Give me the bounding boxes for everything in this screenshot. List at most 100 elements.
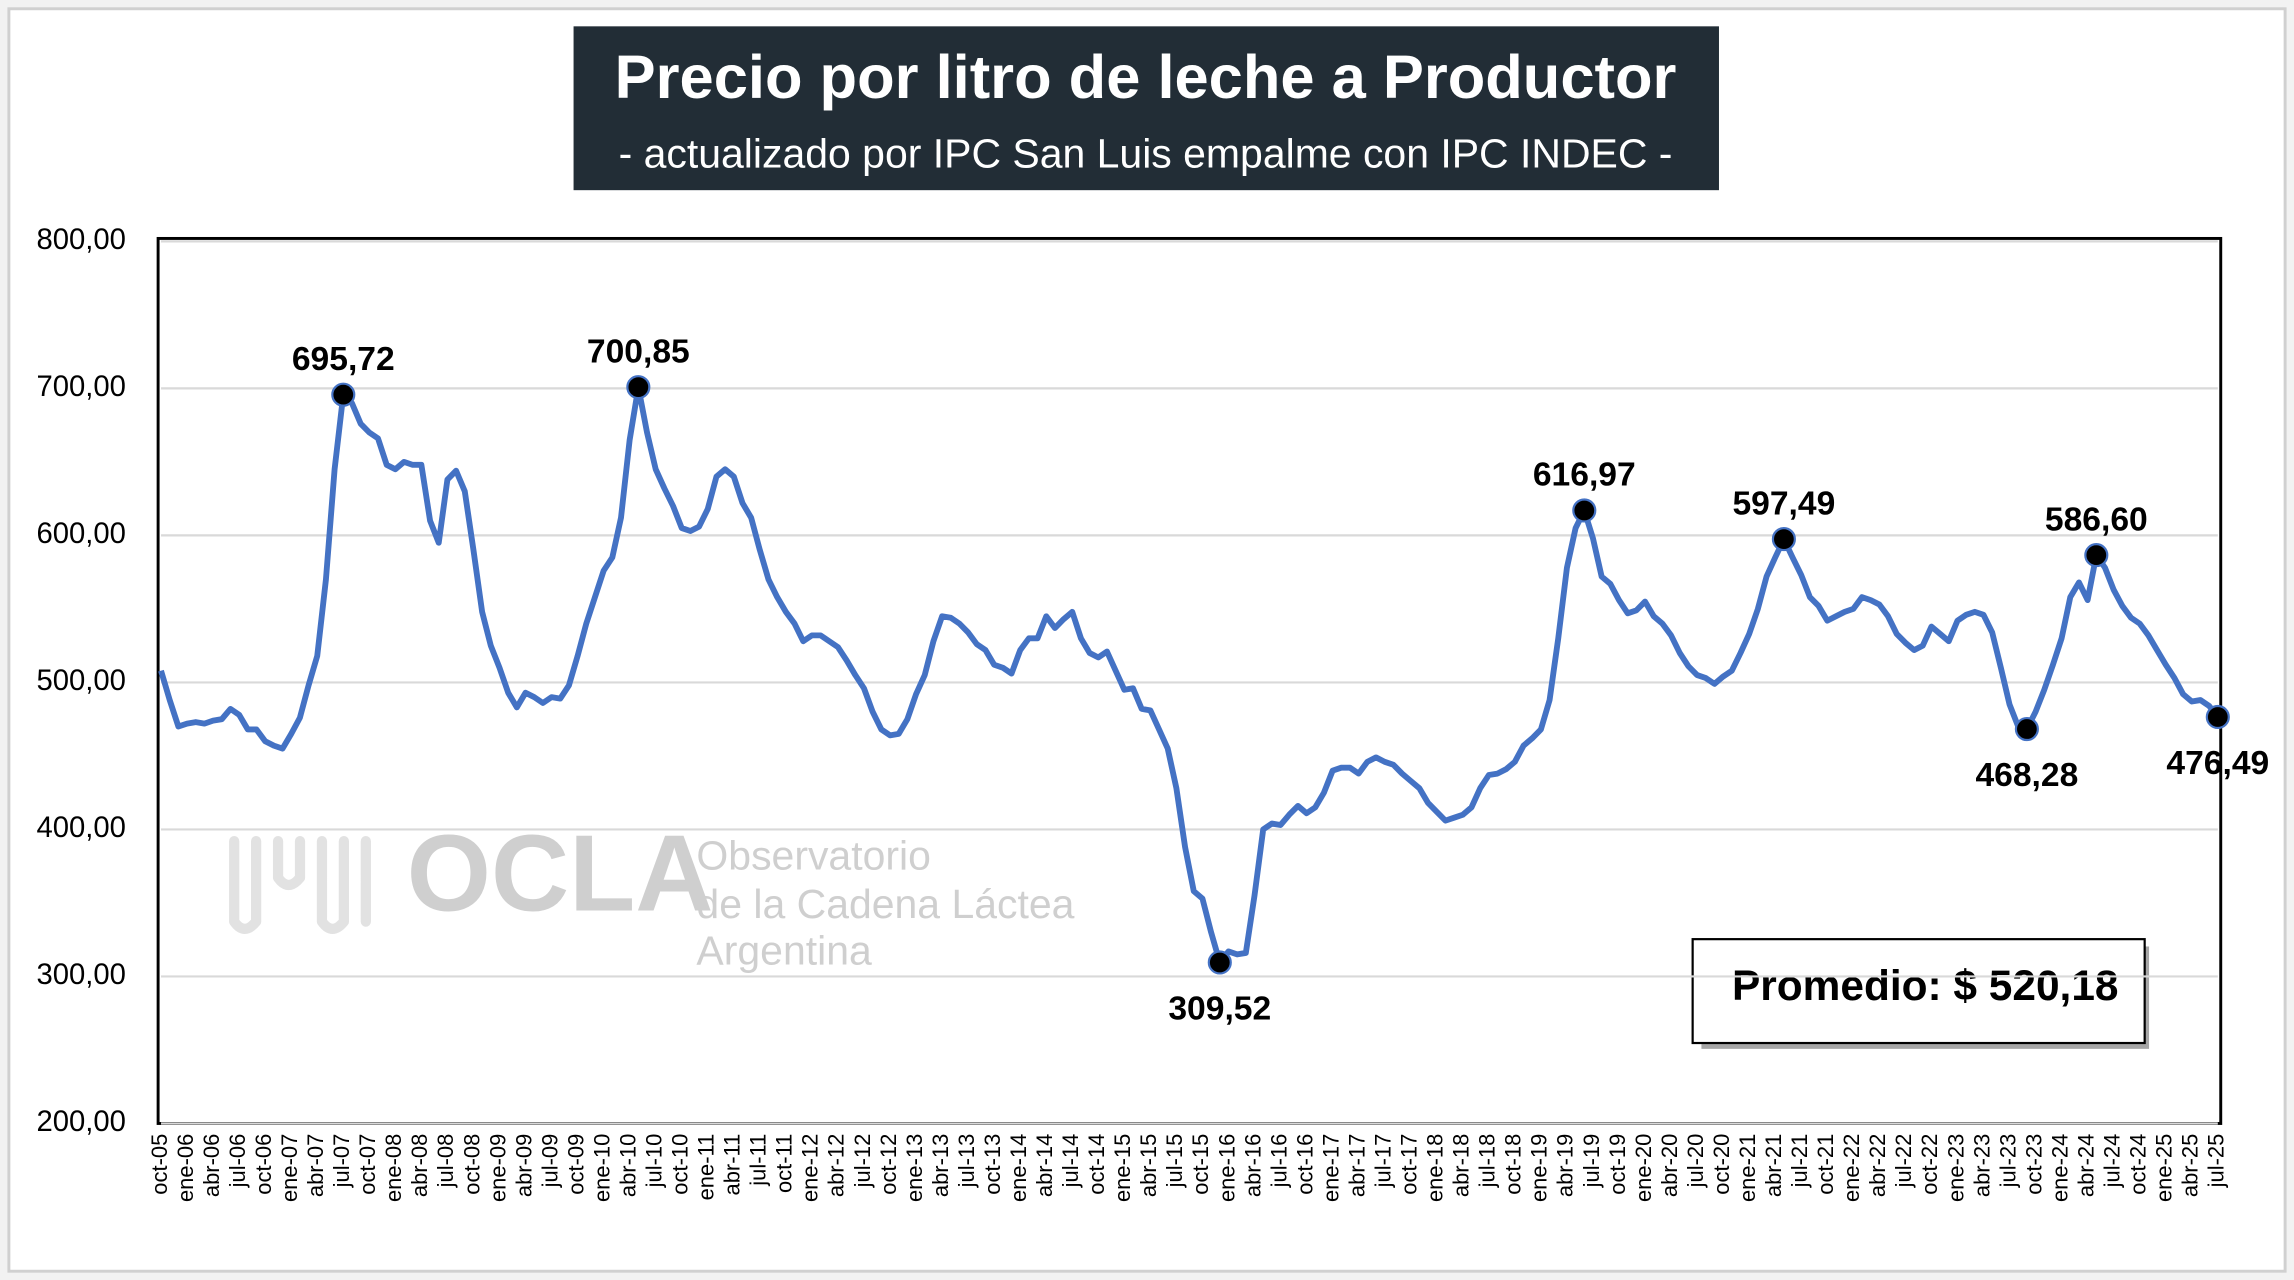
x-tick-label: ene-11 — [694, 1134, 719, 1201]
x-tick-label: jul-20 — [1683, 1134, 1708, 1189]
data-line — [158, 384, 2221, 966]
x-tick-label: abr-16 — [1240, 1134, 1265, 1197]
data-point — [1771, 527, 1796, 552]
x-tick-label: jul-14 — [1058, 1134, 1083, 1189]
x-tick-label: abr-24 — [2073, 1134, 2098, 1197]
x-tick-label: jul-13 — [954, 1134, 979, 1189]
data-label: 309,52 — [1168, 991, 1271, 1028]
x-tick-label: oct-05 — [147, 1134, 172, 1195]
x-tick-label: abr-08 — [407, 1134, 432, 1197]
x-tick-label: ene-22 — [1839, 1134, 1864, 1202]
x-tick-label: jul-24 — [2099, 1134, 2124, 1189]
chart-subtitle: - actualizado por IPC San Luis empalme c… — [619, 130, 1673, 176]
x-tick-label: abr-17 — [1344, 1134, 1369, 1197]
x-tick-label: ene-17 — [1318, 1134, 1343, 1202]
watermark-text: Observatorio — [696, 833, 930, 879]
x-tick-label: ene-16 — [1214, 1134, 1239, 1202]
x-tick-label: jul-17 — [1370, 1134, 1395, 1189]
x-tick-label: jul-09 — [537, 1134, 562, 1189]
x-tick-label: abr-15 — [1136, 1134, 1161, 1197]
data-label: 597,49 — [1732, 485, 1835, 522]
x-tick-label: ene-20 — [1631, 1134, 1656, 1202]
x-tick-label: oct-19 — [1605, 1134, 1630, 1195]
x-tick-label: ene-06 — [173, 1134, 198, 1202]
x-tick-label: oct-23 — [2021, 1134, 2046, 1195]
x-tick-label: oct-22 — [1917, 1134, 1942, 1195]
x-tick-label: abr-18 — [1449, 1134, 1474, 1197]
x-tick-label: oct-14 — [1084, 1134, 1109, 1195]
x-tick-label: ene-24 — [2047, 1134, 2072, 1202]
x-tick-label: abr-13 — [928, 1134, 953, 1197]
watermark-text: de la Cadena Láctea — [696, 881, 1074, 927]
note-box — [1691, 938, 2146, 1045]
x-tick-label: abr-09 — [511, 1134, 536, 1197]
data-point — [2014, 716, 2039, 742]
x-tick-label: abr-21 — [1761, 1134, 1786, 1197]
x-tick-label: abr-06 — [199, 1134, 224, 1197]
watermark-text: Argentina — [696, 928, 872, 974]
data-point — [1572, 498, 1597, 523]
x-tick-label: ene-21 — [1735, 1134, 1760, 1202]
x-tick-label: jul-18 — [1475, 1134, 1500, 1189]
data-point — [331, 382, 356, 407]
x-tick-label: oct-15 — [1188, 1134, 1213, 1195]
title-box — [573, 26, 1719, 191]
x-tick-label: abr-07 — [303, 1134, 328, 1197]
x-tick-label: jul-08 — [433, 1134, 458, 1189]
x-tick-label: abr-19 — [1553, 1134, 1578, 1197]
x-tick-label: ene-14 — [1006, 1134, 1031, 1202]
x-tick-label: jul-25 — [2204, 1134, 2229, 1189]
x-tick-label: jul-15 — [1162, 1134, 1187, 1189]
x-tick-label: ene-09 — [485, 1134, 510, 1202]
x-tick-label: jul-10 — [641, 1134, 666, 1189]
x-tick-label: oct-20 — [1709, 1134, 1734, 1195]
average-note: Promedio: $ 520,18 — [1732, 962, 2119, 1009]
data-point — [2084, 543, 2109, 568]
y-tick-label: 200,00 — [36, 1106, 125, 1138]
data-point — [1207, 950, 1232, 975]
x-tick-label: jul-21 — [1787, 1134, 1812, 1189]
x-tick-label: ene-13 — [902, 1134, 927, 1202]
x-tick-label: oct-17 — [1397, 1134, 1422, 1195]
x-tick-label: abr-25 — [2178, 1134, 2203, 1197]
x-tick-label: abr-22 — [1865, 1134, 1890, 1197]
y-tick-label: 500,00 — [36, 665, 125, 697]
x-tick-label: ene-08 — [381, 1134, 406, 1202]
data-label: 476,49 — [2166, 745, 2269, 782]
x-tick-label: abr-12 — [824, 1134, 849, 1197]
x-tick-label: jul-19 — [1579, 1134, 1604, 1189]
x-tick-label: oct-13 — [980, 1134, 1005, 1195]
x-tick-label: abr-20 — [1657, 1134, 1682, 1197]
x-tick-label: ene-10 — [589, 1134, 614, 1202]
data-point — [626, 375, 651, 400]
x-tick-label: jul-12 — [850, 1134, 875, 1189]
x-tick-label: ene-07 — [277, 1134, 302, 1202]
x-tick-label: jul-23 — [1995, 1134, 2020, 1189]
x-tick-label: ene-18 — [1423, 1134, 1448, 1202]
x-tick-label: ene-23 — [1943, 1134, 1968, 1202]
watermark-text: OCLA — [407, 813, 714, 934]
x-tick-label: oct-10 — [668, 1134, 693, 1195]
x-tick-label: oct-12 — [876, 1134, 901, 1195]
x-tick-label: oct-24 — [2126, 1134, 2151, 1195]
watermark-logo — [229, 836, 371, 934]
x-tick-label: ene-25 — [2152, 1134, 2177, 1202]
x-tick-label: abr-11 — [720, 1134, 745, 1196]
data-label: 695,72 — [292, 341, 395, 378]
x-tick-label: oct-21 — [1813, 1134, 1838, 1195]
x-tick-label: abr-14 — [1032, 1134, 1057, 1197]
x-tick-label: jul-07 — [329, 1134, 354, 1189]
data-point — [2205, 704, 2230, 730]
y-tick-label: 400,00 — [36, 812, 125, 844]
y-tick-label: 700,00 — [36, 371, 125, 403]
x-tick-label: oct-09 — [563, 1134, 588, 1195]
x-tick-label: oct-18 — [1501, 1134, 1526, 1195]
y-tick-label: 300,00 — [36, 959, 125, 991]
x-tick-label: oct-11 — [772, 1134, 797, 1193]
x-tick-label: oct-07 — [355, 1134, 380, 1195]
data-label: 700,85 — [587, 333, 690, 370]
x-tick-label: oct-06 — [251, 1134, 276, 1195]
x-tick-label: jul-22 — [1891, 1134, 1916, 1189]
x-tick-label: ene-12 — [798, 1134, 823, 1202]
